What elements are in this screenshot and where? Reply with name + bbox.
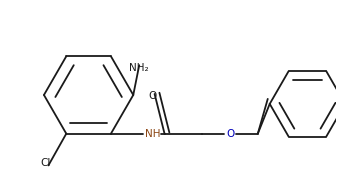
Text: NH₂: NH₂ [129, 63, 149, 73]
Text: NH: NH [145, 129, 160, 139]
Text: Cl: Cl [40, 158, 51, 168]
Text: O: O [149, 91, 157, 101]
Text: O: O [226, 129, 234, 139]
